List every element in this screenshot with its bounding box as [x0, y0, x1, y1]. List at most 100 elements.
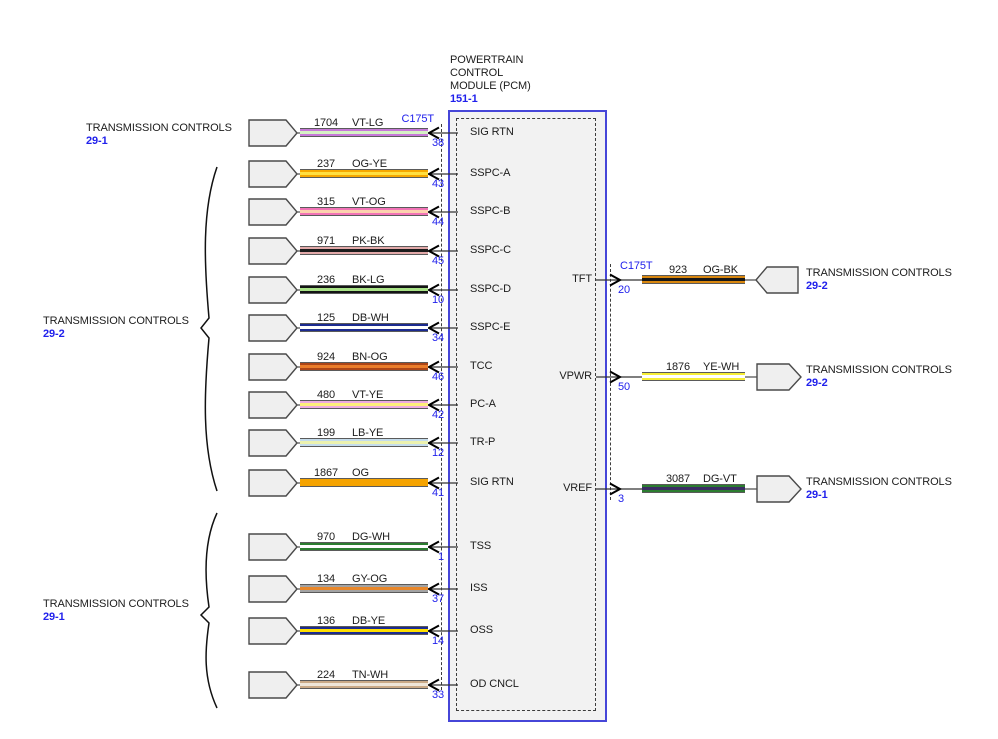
- group-braces: [199, 166, 218, 709]
- wire-row: 199 LB-YE 12: [248, 426, 472, 460]
- wire-band: [300, 128, 428, 137]
- pcm-pin-label: OD CNCL: [470, 678, 519, 690]
- wire-band: [300, 207, 428, 216]
- pcm-pin-label: PC-A: [470, 398, 496, 410]
- pcm-pin-label: SSPC-A: [470, 167, 511, 179]
- arrow-left-icon: [426, 582, 440, 596]
- circuit-number: 1867: [313, 467, 339, 479]
- pin-number: 41: [431, 487, 444, 499]
- wire-row: 970 DG-WH 1: [248, 530, 472, 564]
- arrow-right-icon: [609, 273, 623, 287]
- wire-row: 224 TN-WH 33: [248, 668, 472, 702]
- wire-band: [300, 626, 428, 635]
- wire-row-graphics: [248, 160, 458, 188]
- pcm-pin-label: SIG RTN: [470, 476, 514, 488]
- pcm-pin-label: TFT: [572, 273, 592, 285]
- pcm-title: POWERTRAIN CONTROL MODULE (PCM) 151-1: [450, 54, 531, 106]
- connector-plug-icon: [756, 475, 802, 503]
- circuit-number: 480: [316, 389, 336, 401]
- wire-band: [300, 362, 428, 371]
- wire-color-code: DG-WH: [352, 531, 390, 543]
- group-label-ref: 29-2: [43, 328, 65, 340]
- wire-row-graphics: [248, 314, 458, 342]
- circuit-number: 1876: [665, 361, 691, 373]
- connector-plug-icon: [248, 314, 298, 342]
- pin-number: 34: [431, 332, 444, 344]
- pcm-connector-dashed-outline: [456, 118, 596, 711]
- pin-number: 45: [431, 255, 444, 267]
- wire-row-graphics: [248, 469, 458, 497]
- pin-number: 3: [618, 493, 625, 505]
- wire-row-graphics: [596, 363, 802, 391]
- connector-plug-icon: [248, 391, 298, 419]
- pcm-pin-label: TCC: [470, 360, 493, 372]
- group-label-text: TRANSMISSION CONTROLS: [43, 598, 189, 610]
- pcm-pin-label: VREF: [563, 482, 592, 494]
- wire-row: 136 DB-YE 14: [248, 614, 472, 648]
- connector-plug-icon: [248, 198, 298, 226]
- destination-label: TRANSMISSION CONTROLS 29-1: [806, 476, 952, 502]
- circuit-number: 236: [316, 274, 336, 286]
- pcm-pin-label: ISS: [470, 582, 488, 594]
- wire-band: [300, 285, 428, 294]
- destination-label-ref: 29-2: [806, 280, 828, 292]
- wire-color-code: DG-VT: [703, 473, 737, 485]
- wire-row-graphics: [248, 276, 458, 304]
- arrow-left-icon: [426, 244, 440, 258]
- pcm-title-line2: CONTROL: [450, 67, 504, 79]
- wire-band: [642, 275, 745, 284]
- pcm-pin-label: SSPC-E: [470, 321, 511, 333]
- wire-band: [300, 478, 428, 487]
- wire-band: [300, 323, 428, 332]
- wire-row-graphics: [248, 617, 458, 645]
- wire-row: 125 DB-WH 34: [248, 311, 472, 345]
- pin-number: 33: [431, 689, 444, 701]
- pin-number: 37: [431, 593, 444, 605]
- wire-band: [300, 438, 428, 447]
- left-group-label-0: TRANSMISSION CONTROLS 29-1: [86, 122, 232, 148]
- brace-group-29-2: [200, 166, 218, 492]
- wire-color-code: DB-WH: [352, 312, 389, 324]
- wire-row-graphics: [248, 237, 458, 265]
- wire-row-graphics: [248, 575, 458, 603]
- wire-color-code: VT-YE: [352, 389, 384, 401]
- arrow-left-icon: [426, 167, 440, 181]
- wire-color-code: TN-WH: [352, 669, 389, 681]
- wire-row-graphics: [248, 391, 458, 419]
- pin-number: 46: [431, 371, 444, 383]
- group-label-text: TRANSMISSION CONTROLS: [43, 315, 189, 327]
- pin-number: 20: [618, 284, 631, 296]
- connector-plug-icon: [248, 671, 298, 699]
- wire-row: 1867 OG 41: [248, 466, 472, 500]
- arrow-left-icon: [426, 678, 440, 692]
- destination-label: TRANSMISSION CONTROLS 29-2: [806, 267, 952, 293]
- wire-color-code: BK-LG: [352, 274, 385, 286]
- pcm-pin-label: TR-P: [470, 436, 496, 448]
- connector-plug-icon: [248, 429, 298, 457]
- wire-row: 236 BK-LG 10: [248, 273, 472, 307]
- circuit-number: 224: [316, 669, 336, 681]
- wire-band: [300, 584, 428, 593]
- arrow-left-icon: [426, 126, 440, 140]
- wire-row: 924 BN-OG 46: [248, 350, 472, 384]
- wire-color-code: VT-LG: [352, 117, 384, 129]
- connector-plug-icon: [248, 469, 298, 497]
- connector-plug-icon: [248, 276, 298, 304]
- wire-row: 480 VT-YE 42: [248, 388, 472, 422]
- connector-plug-icon: [248, 160, 298, 188]
- wire-row: 1876 YE-WH 50: [596, 360, 820, 394]
- wire-color-code: DB-YE: [352, 615, 386, 627]
- pcm-pin-label: SSPC-C: [470, 244, 511, 256]
- pcm-pin-label: TSS: [470, 540, 492, 552]
- wire-band: [642, 372, 745, 381]
- wire-row: 237 OG-YE 43: [248, 157, 472, 191]
- wire-color-code: OG-YE: [352, 158, 387, 170]
- wire-band: [300, 169, 428, 178]
- connector-plug-icon: [248, 119, 298, 147]
- connector-plug-icon: [248, 353, 298, 381]
- brace-group-29-1: [199, 512, 218, 709]
- inline-connector-label: C175T: [401, 113, 434, 125]
- wire-color-code: OG: [352, 467, 369, 479]
- destination-label-ref: 29-1: [806, 489, 828, 501]
- wire-band: [300, 400, 428, 409]
